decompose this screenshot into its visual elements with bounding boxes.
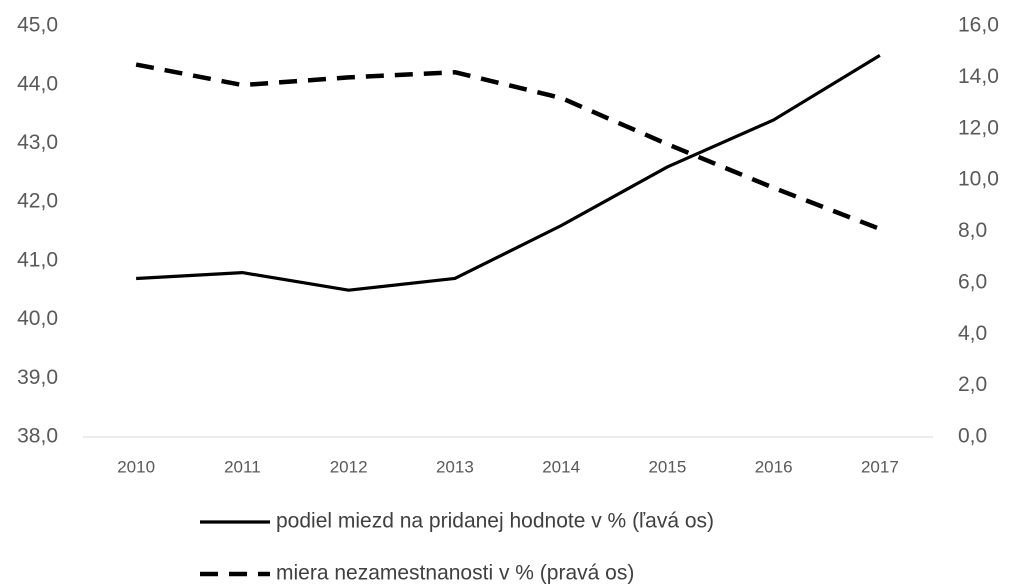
y2-tick-label: 4,0 (958, 322, 987, 345)
x-tick-label: 2016 (755, 457, 793, 476)
x-tick-label: 2010 (117, 457, 155, 476)
x-tick-label: 2015 (648, 457, 686, 476)
y-tick-label: 41,0 (17, 248, 58, 271)
x-tick-label: 2011 (224, 457, 261, 476)
x-tick-label: 2013 (436, 457, 474, 476)
y-tick-label: 43,0 (17, 131, 58, 154)
y-tick-label: 45,0 (17, 14, 58, 37)
y2-tick-label: 14,0 (958, 65, 999, 88)
y-tick-label: 38,0 (17, 425, 58, 448)
series-line (135, 62, 881, 232)
x-tick-label: 2017 (861, 457, 899, 476)
y2-tick-label: 12,0 (958, 116, 999, 139)
legend-label: miera nezamestnanosti v % (pravá os) (276, 562, 634, 585)
series-line (136, 53, 881, 292)
y-tick-label: 44,0 (17, 72, 58, 95)
x-tick-label: 2012 (330, 457, 368, 476)
x-tick-label: 2014 (542, 457, 580, 476)
y-tick-label: 42,0 (17, 190, 58, 213)
y-tick-label: 40,0 (17, 307, 58, 330)
y-tick-label: 39,0 (17, 366, 58, 389)
y2-tick-label: 6,0 (958, 270, 987, 293)
y2-tick-label: 0,0 (958, 425, 987, 448)
y2-tick-label: 8,0 (958, 219, 987, 242)
legend-label: podiel miezd na pridanej hodnote v % (ľa… (276, 510, 714, 533)
y2-tick-label: 16,0 (958, 14, 999, 37)
y2-tick-label: 2,0 (958, 373, 987, 396)
y2-tick-label: 10,0 (958, 168, 999, 191)
